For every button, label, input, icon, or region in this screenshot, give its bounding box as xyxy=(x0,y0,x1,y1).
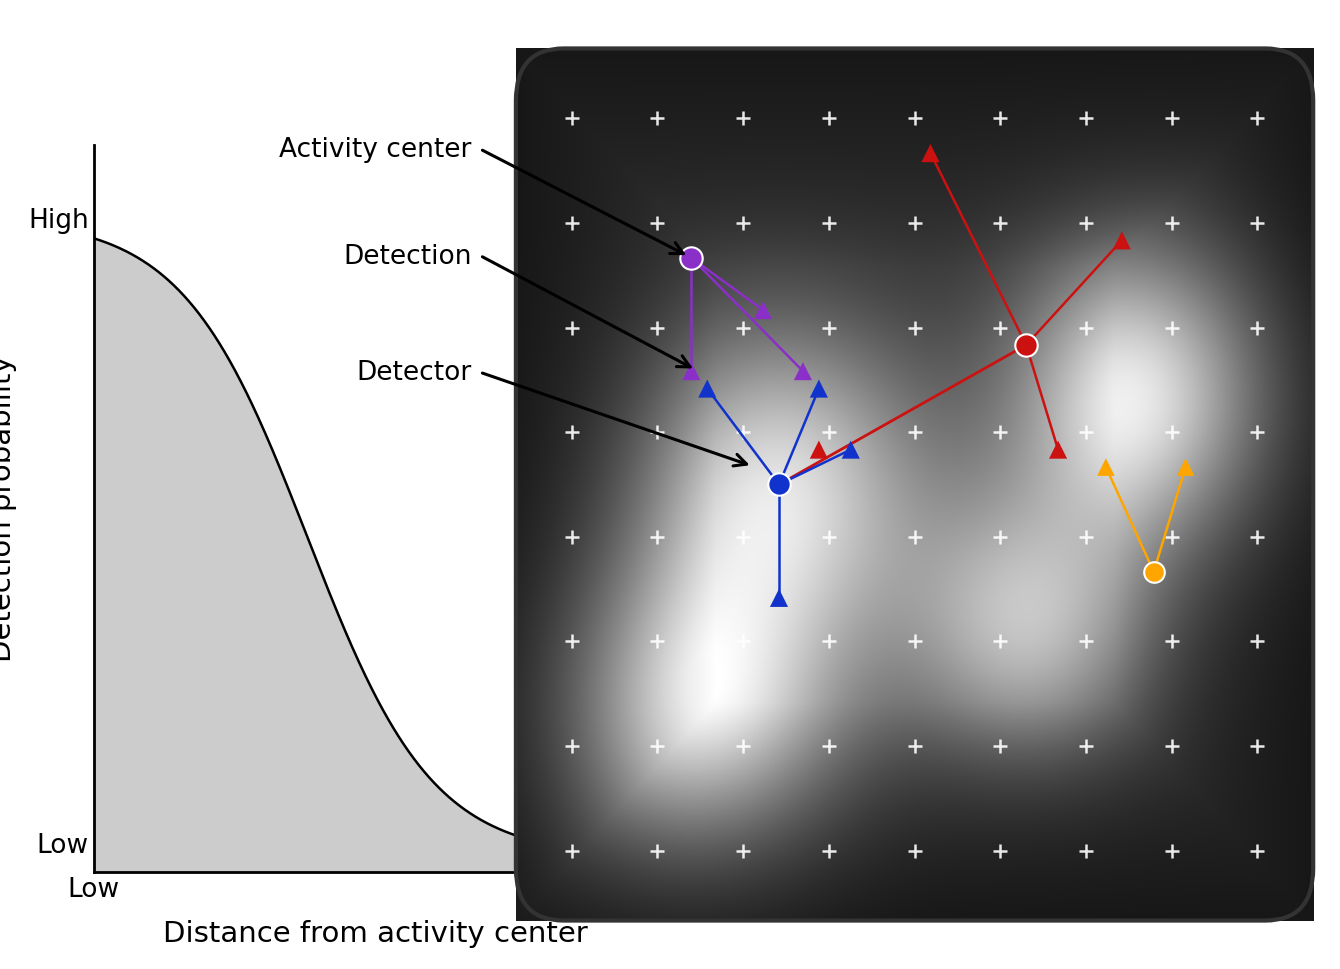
Point xyxy=(768,477,789,492)
Point xyxy=(808,381,829,396)
Point xyxy=(681,363,702,379)
Point xyxy=(840,442,862,457)
Point xyxy=(1175,459,1197,475)
Point xyxy=(681,250,702,266)
Point xyxy=(697,381,718,396)
Point xyxy=(919,145,941,161)
Point xyxy=(1111,233,1132,248)
Text: Activity center: Activity center xyxy=(279,138,472,163)
Text: Detection: Detection xyxy=(343,244,472,269)
Point xyxy=(1143,564,1164,579)
Point xyxy=(1048,442,1069,457)
Y-axis label: Detection probability: Detection probability xyxy=(0,356,17,662)
X-axis label: Distance from activity center: Distance from activity center xyxy=(163,920,587,948)
Point xyxy=(1095,459,1116,475)
Point xyxy=(808,442,829,457)
Point xyxy=(768,590,789,606)
Text: Detector: Detector xyxy=(356,360,472,386)
Point xyxy=(1016,337,1037,353)
Point xyxy=(752,302,773,318)
Point xyxy=(792,363,813,379)
